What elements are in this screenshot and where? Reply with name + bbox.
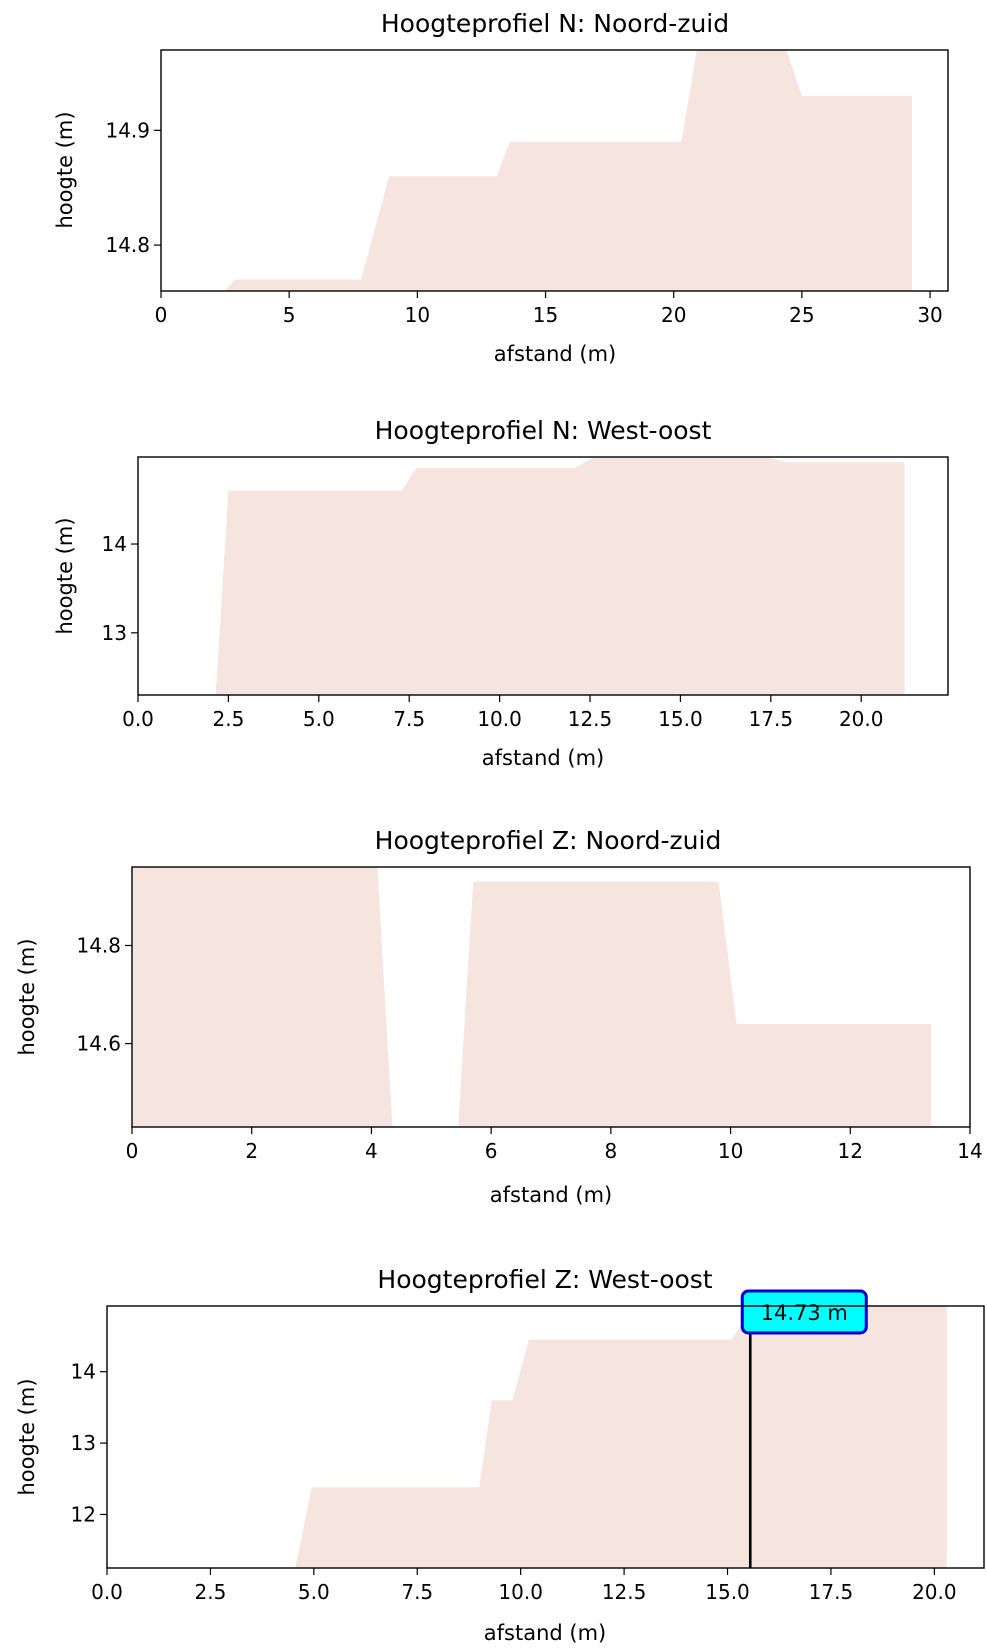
elevation-area — [225, 50, 913, 291]
chart-title: Hoogteprofiel Z: West-oost — [377, 1265, 712, 1294]
plot-frame — [137, 456, 949, 696]
chart-title: Hoogteprofiel N: Noord-zuid — [381, 9, 729, 38]
x-tick-label: 0 — [126, 1139, 139, 1163]
y-tick-label: 12 — [71, 1502, 96, 1526]
x-axis-label: afstand (m) — [482, 746, 604, 770]
x-tick-label: 4 — [365, 1139, 378, 1163]
x-tick-label: 15.0 — [705, 1580, 750, 1604]
y-axis-label: hoogte (m) — [53, 111, 77, 228]
elevation-area — [132, 867, 393, 1127]
x-tick-label: 6 — [485, 1139, 498, 1163]
y-axis: 14.8 14.9 — [105, 118, 161, 257]
x-axis-label: afstand (m) — [484, 1621, 606, 1645]
x-tick-label: 10.0 — [477, 707, 522, 731]
panel-n-west-oost: Hoogteprofiel N: West-oost 0.0 2.5 5.0 7.5 1… — [53, 416, 949, 770]
plot-frame — [160, 49, 949, 292]
elevation-area — [458, 881, 932, 1127]
x-tick-label: 2 — [245, 1139, 258, 1163]
x-tick-label: 12 — [838, 1139, 863, 1163]
panel-n-noord-zuid: Hoogteprofiel N: Noord-zuid 0 5 10 15 20 25 30… — [53, 9, 949, 366]
x-tick-label: 12.5 — [602, 1580, 647, 1604]
y-axis: 13 14 — [102, 532, 138, 645]
elevation-area — [215, 457, 905, 695]
x-axis: 0.0 2.5 5.0 7.5 10.0 12.5 15.0 17.5 20.0 — [122, 695, 883, 731]
plot-frame — [131, 866, 971, 1128]
x-axis-label: afstand (m) — [490, 1183, 612, 1207]
y-tick-label: 14.6 — [76, 1032, 121, 1056]
x-tick-label: 12.5 — [568, 707, 613, 731]
y-axis-label: hoogte (m) — [53, 517, 77, 634]
y-tick-label: 14.8 — [105, 233, 150, 257]
y-tick-label: 13 — [71, 1431, 96, 1455]
y-axis: 14.6 14.8 — [76, 933, 132, 1056]
x-axis: 0 5 10 15 20 25 30 — [155, 291, 943, 327]
x-tick-label: 20.0 — [912, 1580, 957, 1604]
x-tick-label: 8 — [604, 1139, 617, 1163]
x-axis: 0 2 4 6 8 10 12 14 — [126, 1127, 983, 1163]
x-axis: 0.0 2.5 5.0 7.5 10.0 12.5 15.0 17.5 20.0 — [91, 1568, 957, 1604]
x-axis-label: afstand (m) — [494, 342, 616, 366]
panel-z-west-oost: Hoogteprofiel Z: West-oost 14.73 m 0.0 2.… — [15, 1265, 985, 1645]
y-axis-label: hoogte (m) — [15, 1378, 39, 1495]
chart-title: Hoogteprofiel N: West-oost — [375, 416, 712, 445]
marker-layer: 14.73 m — [740, 1289, 868, 1568]
elevation-area — [295, 1306, 947, 1568]
area-layer — [132, 867, 932, 1127]
x-tick-label: 0.0 — [122, 707, 154, 731]
x-tick-label: 25 — [789, 303, 814, 327]
x-tick-label: 7.5 — [401, 1580, 433, 1604]
x-tick-label: 14 — [957, 1139, 982, 1163]
x-tick-label: 7.5 — [393, 707, 425, 731]
x-tick-label: 10 — [718, 1139, 743, 1163]
y-tick-label: 14.9 — [105, 118, 150, 142]
annotation-label: 14.73 m — [761, 1301, 848, 1325]
y-tick-label: 14.8 — [76, 933, 121, 957]
x-tick-label: 17.5 — [749, 707, 794, 731]
x-tick-label: 20.0 — [839, 707, 884, 731]
x-tick-label: 2.5 — [195, 1580, 227, 1604]
x-tick-label: 30 — [917, 303, 942, 327]
y-tick-label: 14 — [102, 532, 127, 556]
x-tick-label: 0 — [155, 303, 168, 327]
area-layer — [225, 50, 913, 291]
area-layer — [295, 1306, 947, 1568]
x-tick-label: 5 — [283, 303, 296, 327]
plot-frame — [106, 1305, 985, 1569]
chart-title: Hoogteprofiel Z: Noord-zuid — [375, 826, 722, 855]
x-tick-label: 5.0 — [303, 707, 335, 731]
x-tick-label: 17.5 — [809, 1580, 854, 1604]
y-tick-label: 13 — [102, 621, 127, 645]
x-tick-label: 5.0 — [298, 1580, 330, 1604]
y-tick-label: 14 — [71, 1360, 96, 1384]
x-tick-label: 15 — [533, 303, 558, 327]
panel-z-noord-zuid: Hoogteprofiel Z: Noord-zuid 0 2 4 6 8 10 12 14 … — [15, 826, 983, 1207]
x-tick-label: 10 — [405, 303, 430, 327]
y-axis-label: hoogte (m) — [15, 938, 39, 1055]
x-tick-label: 15.0 — [658, 707, 703, 731]
x-tick-label: 0.0 — [91, 1580, 123, 1604]
area-layer — [215, 457, 905, 695]
x-tick-label: 20 — [661, 303, 686, 327]
y-axis: 12 13 14 — [71, 1360, 107, 1526]
x-tick-label: 2.5 — [212, 707, 244, 731]
annotation-box — [740, 1289, 868, 1335]
x-tick-label: 10.0 — [498, 1580, 543, 1604]
